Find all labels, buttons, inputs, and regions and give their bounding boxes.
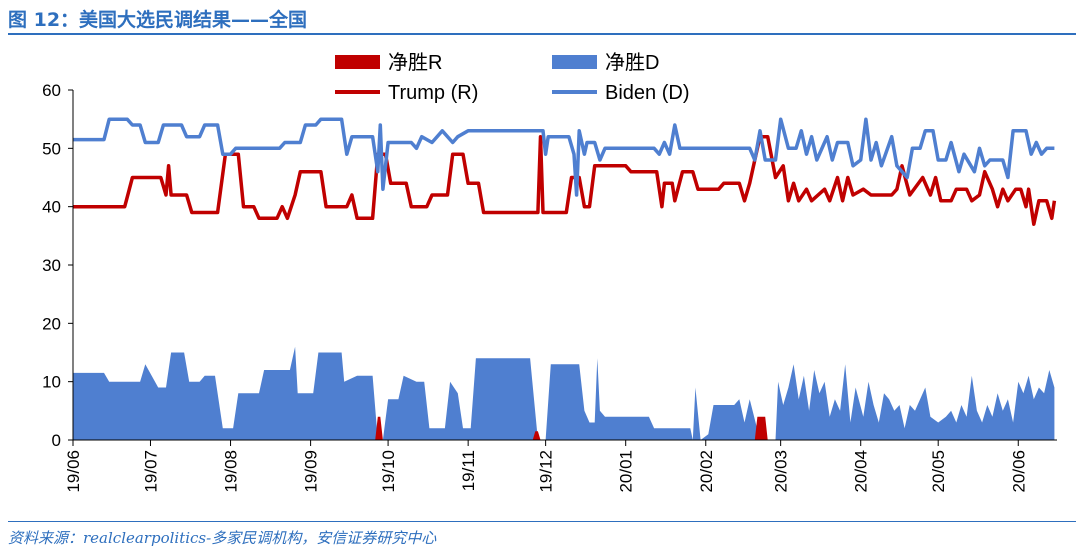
y-tick-label: 10 (42, 373, 61, 392)
x-tick-label: 20/04 (852, 450, 871, 493)
y-tick-label: 50 (42, 139, 61, 158)
y-tick-label: 20 (42, 314, 61, 333)
poll-chart: 0 10 20 30 40 50 60 19/06 19/07 19/08 19/09 19/10 19… (42, 51, 1057, 493)
axes: 0 10 20 30 40 50 60 19/06 19/07 19/08 19/09 19/10 19… (42, 81, 1057, 493)
title-divider (8, 33, 1076, 35)
line-Biden (D) (73, 117, 1055, 197)
x-tick-label: 19/09 (302, 450, 321, 493)
legend-swatch (335, 55, 380, 69)
x-tick-label: 19/08 (222, 450, 241, 493)
legend-label: 净胜R (388, 51, 442, 74)
y-tick-label: 40 (42, 198, 61, 217)
legend-label: Biden (D) (605, 82, 689, 104)
plot-area (73, 117, 1057, 440)
x-tick-label: 20/03 (772, 450, 791, 493)
x-tick-label: 20/02 (697, 450, 716, 493)
legend: 净胜R 净胜D Trump (R) Biden (D) (335, 51, 689, 104)
x-tick-label: 20/06 (1009, 450, 1028, 493)
legend-label: 净胜D (605, 51, 659, 74)
legend-swatch (552, 55, 597, 69)
x-tick-label: 19/11 (459, 450, 478, 491)
x-tick-label: 20/05 (929, 450, 948, 493)
y-tick-label: 60 (42, 81, 61, 100)
x-tick-label: 19/12 (537, 450, 556, 493)
area-净胜D (73, 346, 1055, 440)
x-tick-label: 19/06 (64, 450, 83, 493)
chart-title: 图 12：美国大选民调结果——全国 (8, 9, 308, 31)
x-tick-label: 20/01 (617, 450, 636, 493)
line-Trump (R) (73, 134, 1057, 226)
y-tick-label: 30 (42, 256, 61, 275)
x-tick-label: 19/10 (379, 450, 398, 493)
x-tick-label: 19/07 (141, 450, 160, 493)
source-divider (8, 521, 1076, 522)
y-tick-label: 0 (52, 431, 61, 450)
source-note: 资料来源：realclearpolitics-多家民调机构，安信证券研究中心 (8, 529, 437, 547)
legend-label: Trump (R) (388, 82, 478, 104)
